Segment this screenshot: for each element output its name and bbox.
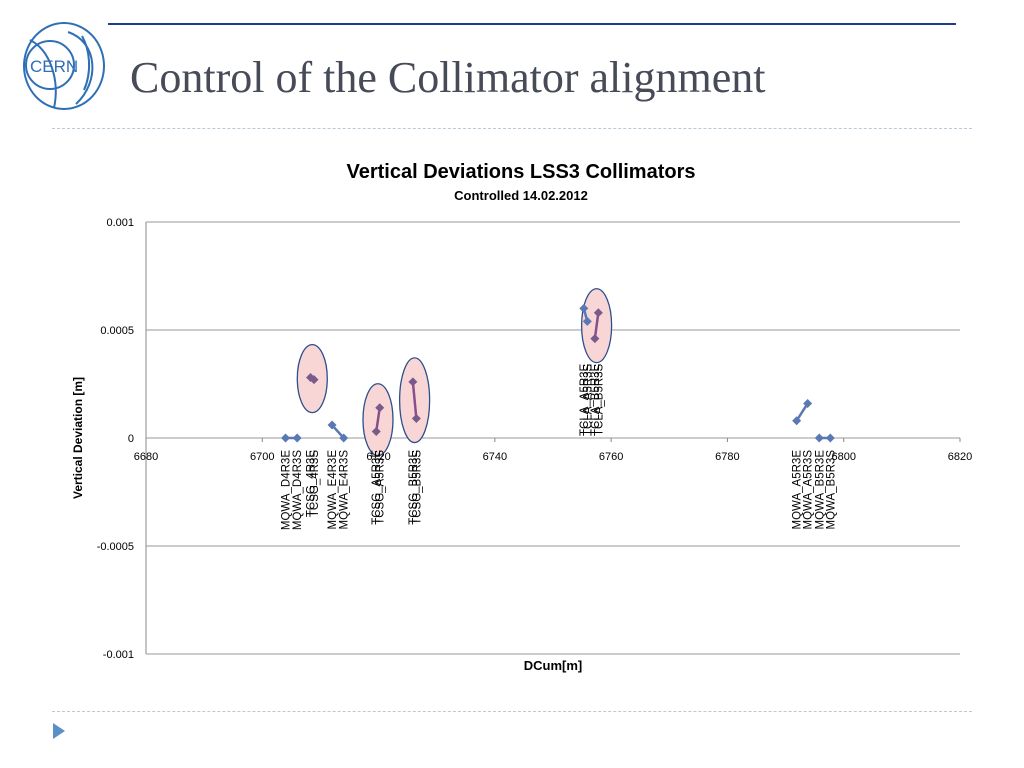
- data-point-marker: [309, 375, 319, 385]
- point-label: TCSG_A5R3S: [375, 450, 387, 525]
- data-point-marker: [582, 316, 592, 326]
- series-segment: [375, 407, 381, 432]
- series-segment: [411, 381, 418, 419]
- point-label: MQWA_E4R3E: [327, 450, 339, 530]
- y-tick-label: 0.0005: [100, 325, 134, 337]
- point-label: TCLA_B5R3E: [590, 363, 602, 436]
- data-point-marker: [371, 427, 381, 437]
- data-points: [281, 303, 835, 443]
- series-segment: [795, 402, 809, 422]
- x-tick-label: 6700: [250, 451, 274, 463]
- data-point-marker: [408, 377, 418, 387]
- data-point-marker: [579, 303, 589, 313]
- dashed-divider-top: [52, 128, 972, 129]
- x-tick-label: 6820: [948, 451, 972, 463]
- point-label: TCLA_A5R3E: [579, 363, 591, 436]
- x-tick-label: 6780: [715, 451, 739, 463]
- data-point-marker: [411, 414, 421, 424]
- data-point-marker: [803, 398, 813, 408]
- x-tick-label: 6720: [366, 451, 390, 463]
- point-label: TCLA_A5R3S: [582, 363, 594, 436]
- point-label: TCSG_4R3S: [309, 450, 321, 517]
- play-triangle-icon[interactable]: [52, 722, 66, 740]
- data-point-marker: [825, 433, 835, 443]
- point-label: MQWA_A5R3S: [803, 450, 815, 530]
- y-tick-label: -0.001: [103, 649, 134, 661]
- point-label: TCSG_A5R3E: [371, 450, 383, 525]
- data-point-marker: [590, 334, 600, 344]
- data-point-marker: [339, 433, 349, 443]
- y-axis-label: Vertical Deviation [m]: [71, 377, 85, 499]
- data-point-marker: [375, 403, 385, 413]
- point-label: MQWA_A5R3E: [792, 450, 804, 530]
- highlight-ellipses: [296, 288, 613, 457]
- data-point-marker: [292, 433, 302, 443]
- point-label: MQWA_D4R3E: [281, 450, 293, 530]
- x-axis-ticks: 6680 6700 6720 6740 6760 6780 6800 6820: [134, 438, 972, 463]
- y-axis-ticks: 0.001 0.0005 0 -0.0005 -0.001: [97, 217, 134, 661]
- x-tick-label: 6800: [831, 451, 855, 463]
- x-tick-label: 6760: [599, 451, 623, 463]
- data-point-marker: [327, 420, 337, 430]
- point-label: MQWA_B5R3S: [825, 450, 837, 530]
- x-axis-label: DCum[m]: [524, 658, 583, 673]
- point-label: TCLA_B5R3S: [593, 363, 605, 436]
- data-point-marker: [593, 308, 603, 318]
- y-tick-label: 0: [128, 433, 134, 445]
- x-tick-label: 6680: [134, 451, 158, 463]
- y-tick-label: -0.0005: [97, 541, 134, 553]
- data-point-marker: [792, 416, 802, 426]
- point-label: TCSG_B5R3E: [408, 450, 420, 525]
- y-tick-label: 0.001: [106, 217, 134, 229]
- point-label: TCSG_B5R3S: [411, 450, 423, 525]
- point-label: TCSG_4R3E: [306, 450, 318, 517]
- point-label: MQWA_D4R3S: [292, 450, 304, 530]
- data-point-marker: [281, 433, 291, 443]
- title-rule: [108, 23, 956, 25]
- point-label: MQWA_E4R3S: [339, 450, 351, 530]
- dashed-divider-bottom: [52, 711, 972, 712]
- slide-title: Control of the Collimator alignment: [130, 53, 766, 102]
- cern-logo-text: CERN: [30, 57, 78, 76]
- cern-logo: CERN: [23, 22, 105, 110]
- chart-grid: [145, 221, 960, 655]
- x-tick-label: 6740: [483, 451, 507, 463]
- chart-subtitle: Controlled 14.02.2012: [454, 188, 588, 203]
- point-label: MQWA_B5R3E: [814, 450, 826, 530]
- data-point-marker: [814, 433, 824, 443]
- chart-title: Vertical Deviations LSS3 Collimators: [346, 161, 695, 183]
- series-segment: [593, 312, 600, 339]
